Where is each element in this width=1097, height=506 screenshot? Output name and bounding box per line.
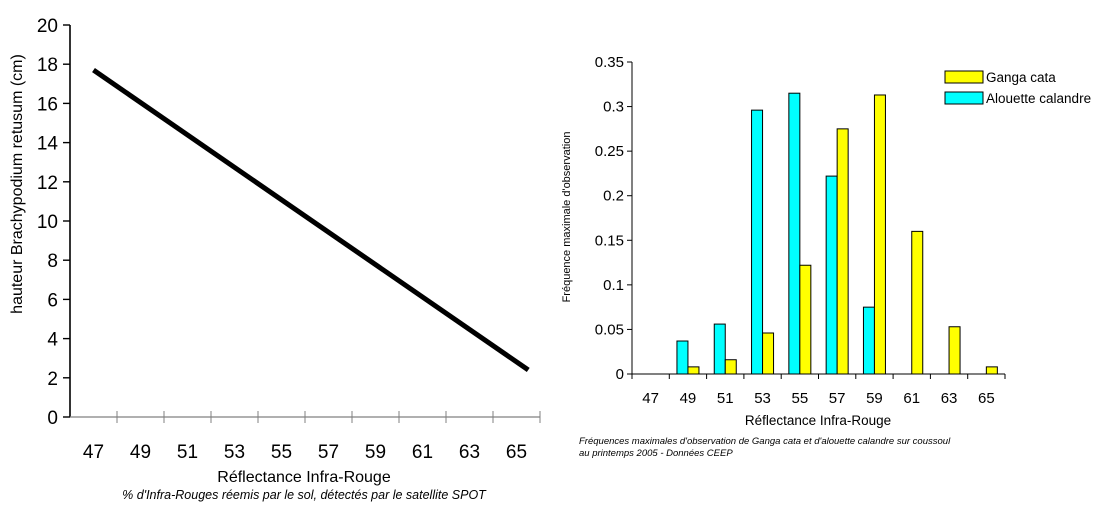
bar-chart: 0 0.05 0.1 0.15 0.2 0.25 0.3 0.35 47 49 51 53 55 57 5… <box>561 54 1091 459</box>
bar-ganga-cata <box>985 366 998 375</box>
left-x-tick-label: 65 <box>506 442 527 463</box>
bar-ganga-cata <box>762 332 775 375</box>
legend-label: Alouette calandre <box>986 91 1091 106</box>
right-y-tick-label: 0.15 <box>595 232 624 249</box>
bar-ganga-cata <box>873 94 886 375</box>
legend-swatch <box>944 70 984 84</box>
right-x-tick-label: 57 <box>829 390 846 407</box>
right-y-tick-label: 0.35 <box>595 54 624 71</box>
left-series-line <box>92 68 530 373</box>
right-y-tick-label: 0.3 <box>603 99 624 116</box>
left-y-tick-label: 12 <box>37 173 58 194</box>
right-x-tick-label: 47 <box>642 390 659 407</box>
bar-alouette-calandre <box>825 175 838 375</box>
left-x-tick-labels: 47 49 51 53 55 57 59 61 63 65 <box>83 442 527 463</box>
left-y-tick-label: 18 <box>37 55 58 76</box>
bar-ganga-cata <box>911 230 924 375</box>
left-y-tick-label: 16 <box>37 94 58 115</box>
right-axes <box>627 61 1006 379</box>
left-x-axis-label: Réflectance Infra-Rouge <box>217 469 391 486</box>
right-y-tick-label: 0 <box>616 366 624 383</box>
left-y-tick-label: 10 <box>37 212 58 233</box>
left-y-tick-label: 14 <box>37 134 59 155</box>
left-y-tick-label: 8 <box>47 251 58 272</box>
left-y-tick-label: 6 <box>47 290 58 311</box>
left-y-tick-label: 4 <box>47 330 58 351</box>
left-x-tick-label: 51 <box>177 442 198 463</box>
bar-ganga-cata <box>724 359 737 375</box>
right-y-tick-labels: 0 0.05 0.1 0.15 0.2 0.25 0.3 0.35 <box>595 54 624 383</box>
bar-alouette-calandre <box>713 323 726 375</box>
right-y-tick-label: 0.25 <box>595 143 624 160</box>
right-x-tick-label: 49 <box>680 390 697 407</box>
right-y-tick-label: 0.2 <box>603 188 624 205</box>
line-chart: 0 2 4 6 8 10 12 14 16 18 20 47 49 51 53 55 57 59 61 63 65 R… <box>9 16 541 502</box>
bar-alouette-calandre <box>676 340 689 375</box>
right-y-axis-label: Fréquence maximale d'observation <box>561 132 573 303</box>
left-y-tick-labels: 0 2 4 6 8 10 12 14 16 18 20 <box>37 16 59 429</box>
bar-alouette-calandre <box>862 306 875 375</box>
left-y-tick-label: 2 <box>47 369 58 390</box>
bar-ganga-cata <box>948 326 961 375</box>
left-axes <box>63 24 540 418</box>
right-x-tick-label: 51 <box>717 390 734 407</box>
right-x-axis-label: Réflectance Infra-Rouge <box>745 413 891 428</box>
right-x-tick-label: 63 <box>941 390 958 407</box>
bar-alouette-calandre <box>788 92 801 375</box>
left-x-axis-subtitle: % d'Infra-Rouges réemis par le sol, déte… <box>122 488 487 502</box>
legend: Ganga cata Alouette calandre <box>944 70 1091 106</box>
left-y-tick-label: 20 <box>37 16 58 37</box>
legend-swatch <box>944 91 984 105</box>
left-y-tick-label: 0 <box>47 408 58 429</box>
left-x-tick-label: 61 <box>412 442 433 463</box>
right-x-tick-label: 61 <box>903 390 920 407</box>
left-x-tick-label: 49 <box>130 442 151 463</box>
left-x-tick-label: 63 <box>459 442 480 463</box>
right-x-tick-label: 59 <box>866 390 883 407</box>
bar-ganga-cata <box>687 366 700 375</box>
right-y-tick-label: 0.1 <box>603 277 624 294</box>
right-y-tick-label: 0.05 <box>595 321 624 338</box>
right-x-tick-labels: 47 49 51 53 55 57 59 61 63 65 <box>642 390 994 407</box>
right-x-tick-label: 53 <box>754 390 771 407</box>
left-y-axis-label: hauteur Brachypodium retusum (cm) <box>9 54 26 314</box>
right-x-tick-label: 55 <box>792 390 809 407</box>
bar-alouette-calandre <box>751 109 764 375</box>
legend-label: Ganga cata <box>986 70 1056 85</box>
left-x-tick-label: 47 <box>83 442 104 463</box>
left-x-tick-label: 53 <box>224 442 245 463</box>
right-caption-line-1: Fréquences maximales d'observation de Ga… <box>579 436 951 447</box>
left-x-tick-label: 55 <box>271 442 292 463</box>
left-x-tick-label: 59 <box>365 442 386 463</box>
bar-ganga-cata <box>836 128 849 375</box>
right-bars <box>676 92 998 375</box>
bar-ganga-cata <box>799 264 812 375</box>
right-caption-line-2: au printemps 2005 - Données CEEP <box>579 448 733 459</box>
left-series <box>92 68 530 373</box>
left-x-tick-label: 57 <box>318 442 339 463</box>
right-x-tick-label: 65 <box>978 390 995 407</box>
